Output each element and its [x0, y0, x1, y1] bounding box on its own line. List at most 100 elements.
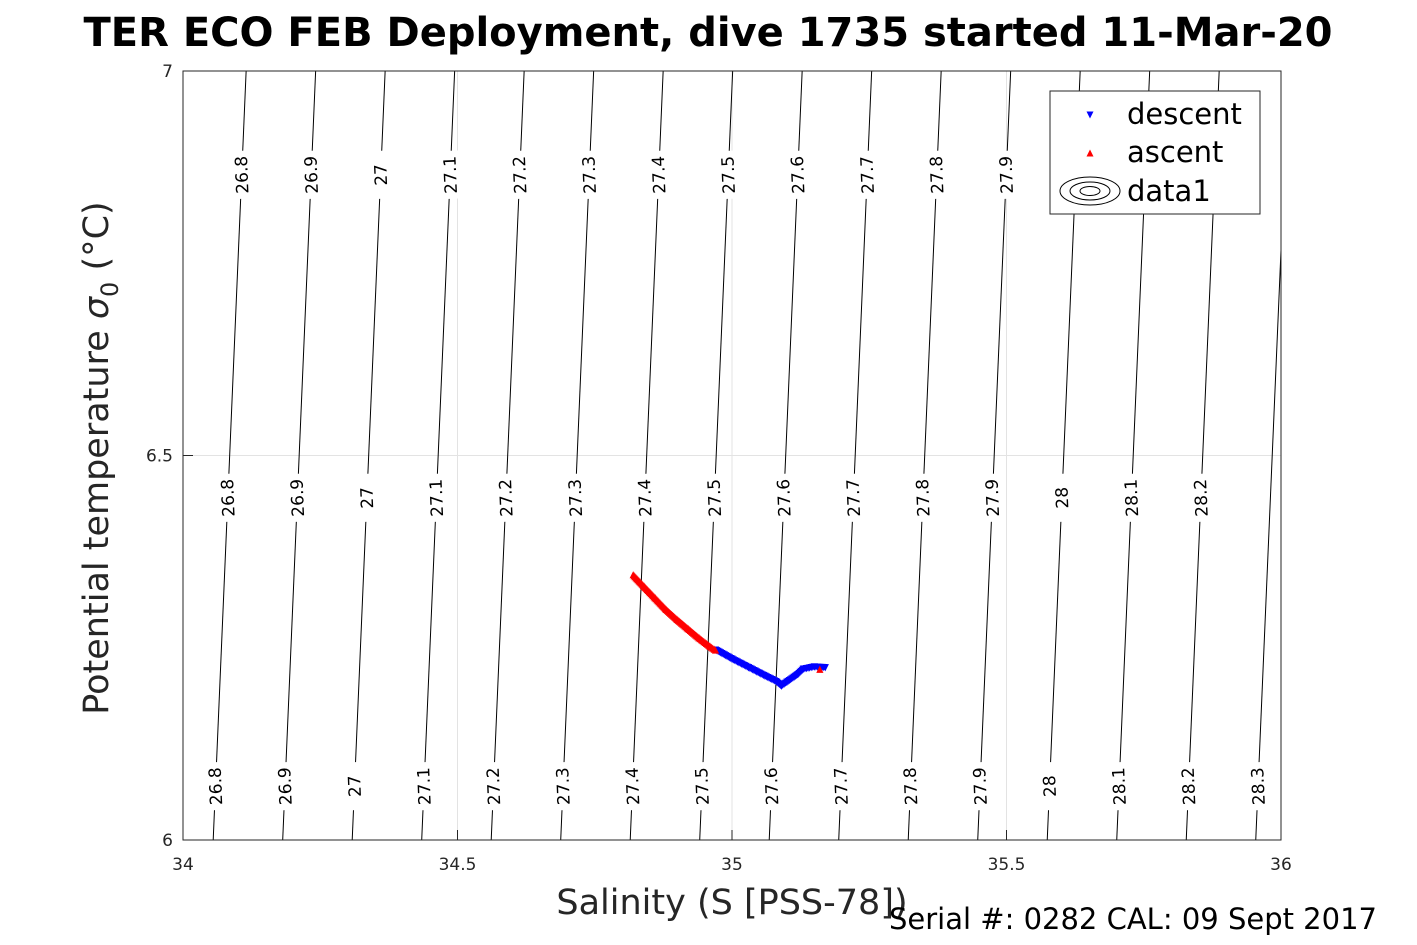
contour-label: 28.1 — [1122, 478, 1144, 517]
y-axis-label-unit: (°C) — [77, 201, 117, 281]
density-contour-line — [282, 70, 317, 841]
contour-label: 28.2 — [1179, 767, 1201, 806]
legend-descent-label: descent — [1127, 97, 1242, 131]
contour-label: 27.4 — [649, 155, 671, 194]
density-contour-line — [699, 70, 734, 841]
contour-label: 27.6 — [774, 478, 796, 517]
legend-descent-marker — [1086, 111, 1094, 119]
contour-label-background — [1119, 473, 1144, 523]
contour-label: 27 — [357, 487, 378, 509]
contour-label: 28 — [1040, 775, 1061, 797]
density-contour-line — [560, 70, 595, 841]
axis-ticks: 34 34.5 35 35.5 36 6 6.5 7 — [146, 62, 1292, 875]
contour-label: 27.1 — [427, 478, 449, 517]
contour-label: 27.1 — [414, 767, 436, 806]
contour-label-background — [980, 473, 1005, 523]
contour-label-background — [646, 150, 671, 200]
ascent-point — [816, 665, 824, 673]
contour-label-background — [438, 150, 463, 200]
density-contour-line — [421, 70, 456, 841]
contour-label-background — [215, 473, 240, 523]
contour-label-background — [716, 150, 741, 200]
contour-label: 27.2 — [496, 478, 518, 517]
x-tick-label: 35.5 — [988, 855, 1026, 875]
contour-label-background — [1176, 761, 1201, 811]
contour-label-background — [229, 150, 254, 200]
contour-label: 27.3 — [579, 155, 601, 194]
contour-label: 27.3 — [553, 767, 575, 806]
contour-label: 26.8 — [232, 155, 254, 194]
contour-label: 27.7 — [831, 767, 853, 806]
contour-label-background — [759, 761, 784, 811]
contour-label: 27.8 — [927, 155, 949, 194]
y-tick-label: 6 — [162, 831, 173, 851]
contour-label: 27 — [345, 775, 366, 797]
contour-label-background — [994, 150, 1019, 200]
contour-label: 27.4 — [623, 767, 645, 806]
contour-label-background — [299, 150, 324, 200]
contour-label: 27.2 — [484, 767, 506, 806]
contour-label-background — [1188, 473, 1213, 523]
density-contour-line — [768, 70, 803, 841]
contour-label-background — [1246, 761, 1271, 811]
contour-label: 27.7 — [844, 478, 866, 517]
contour-label: 26.9 — [288, 478, 310, 517]
contour-label: 28 — [1052, 487, 1073, 509]
contour-label: 27.6 — [788, 155, 810, 194]
contour-label-background — [368, 150, 393, 200]
contour-label: 26.9 — [301, 155, 323, 194]
contour-label: 26.9 — [275, 767, 297, 806]
y-tick-label: 7 — [162, 62, 173, 82]
contour-label-background — [424, 473, 449, 523]
contour-label: 27.5 — [718, 155, 740, 194]
contour-label: 27.1 — [440, 155, 462, 194]
ascent-point — [711, 646, 720, 654]
contour-label-background — [829, 761, 854, 811]
contour-label-background — [785, 150, 810, 200]
contour-label-background — [968, 761, 993, 811]
x-tick-label: 36 — [1270, 855, 1292, 875]
contour-label-background — [411, 761, 437, 811]
legend-contour-icon — [1059, 176, 1121, 206]
contour-label: 27.8 — [901, 767, 923, 806]
contour-label: 27.5 — [692, 767, 714, 806]
contour-label: 27.4 — [635, 478, 657, 517]
y-axis-label: Potential temperature σ0 (°C) — [77, 201, 124, 714]
density-contour-line — [838, 70, 873, 841]
density-contour-line — [907, 70, 942, 841]
contour-label-background — [632, 473, 657, 523]
density-contour-line — [212, 70, 247, 841]
legend: descent ascent data1 — [1049, 90, 1261, 215]
contour-label-background — [910, 473, 935, 523]
contour-label-background — [551, 761, 576, 811]
x-tick-label: 34.5 — [439, 855, 477, 875]
density-contour-line — [1255, 250, 1282, 841]
density-contour-line — [351, 70, 386, 841]
legend-ascent-marker — [1086, 149, 1094, 157]
y-axis-label-sigma: σ — [77, 295, 117, 319]
contour-label-background — [577, 150, 602, 200]
grid-lines — [183, 71, 1281, 840]
contour-label: 27.5 — [705, 478, 727, 517]
contour-label-background — [354, 473, 379, 523]
contour-label-background — [924, 150, 949, 200]
contour-label: 28.1 — [1109, 767, 1131, 806]
contour-label-background — [1049, 473, 1074, 523]
data-points — [629, 571, 829, 690]
contour-label-background — [841, 473, 866, 523]
contour-label-background — [690, 761, 715, 811]
contour-label: 27.2 — [510, 155, 532, 194]
y-tick-label: 6.5 — [146, 447, 173, 467]
x-tick-label: 34 — [172, 855, 194, 875]
serial-calibration-footer: Serial #: 0282 CAL: 09 Sept 2017 — [889, 902, 1377, 936]
density-contour-line — [629, 70, 664, 841]
contour-label-background — [1107, 761, 1132, 811]
contour-label-background — [771, 473, 796, 523]
contour-label-background — [493, 473, 518, 523]
contour-label: 28.3 — [1248, 767, 1270, 806]
contour-label: 28.2 — [1191, 478, 1213, 517]
contour-label-background — [1037, 761, 1062, 811]
contour-label-background — [507, 150, 532, 200]
contour-label-background — [285, 473, 310, 523]
